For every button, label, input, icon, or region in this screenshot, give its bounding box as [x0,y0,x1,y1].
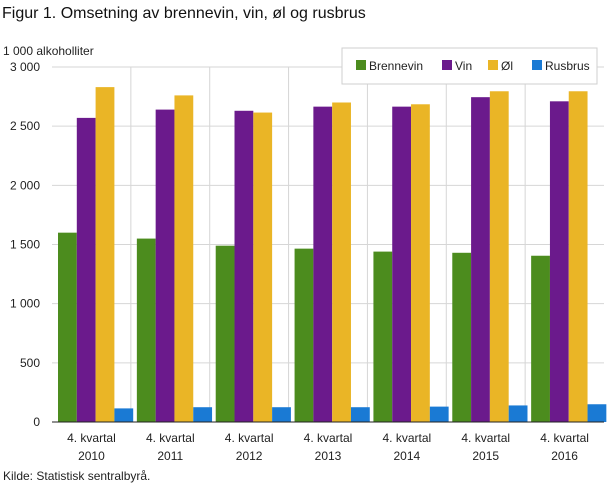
y-tick-label: 2 000 [10,178,40,192]
bar--l [253,112,273,422]
bar-brennevin [373,251,393,422]
x-tick-label: 2010 [78,449,105,463]
bar-brennevin [58,232,77,422]
bar-brennevin [136,238,156,422]
legend-swatch [532,60,542,70]
bar-rusbrus [272,407,291,422]
bar--l [174,95,194,423]
x-tick-label: 2016 [551,449,578,463]
bar-brennevin [531,255,550,422]
source-note: Kilde: Statistisk sentralbyrå. [3,469,151,483]
y-tick-label: 2 500 [10,119,40,133]
bar-vin [549,101,569,423]
bar-vin [313,106,333,423]
x-tick-label: 2011 [157,449,183,463]
bar--l [95,87,115,422]
legend-box [341,47,598,85]
legend-swatch [442,60,452,70]
y-axis-label: 1 000 alkoholliter [3,44,94,58]
x-tick-label: 4. kvartal [146,431,195,445]
legend-label: Brennevin [369,59,423,73]
bar-rusbrus [114,408,134,422]
bar--l [332,102,351,422]
bar-rusbrus [508,405,528,422]
bar-vin [234,110,254,423]
bar-vin [155,109,175,422]
bar-rusbrus [350,407,370,422]
y-tick-label: 500 [20,356,40,370]
x-tick-label: 4. kvartal [461,431,510,445]
x-tick-label: 4. kvartal [67,431,116,445]
y-tick-label: 0 [33,415,40,429]
bar--l [568,91,588,422]
bar-brennevin [294,248,314,422]
bar-brennevin [452,252,472,422]
x-tick-label: 4. kvartal [540,431,589,445]
bar-vin [392,106,412,423]
legend-swatch [488,60,498,70]
bar--l [411,104,430,423]
x-tick-label: 2015 [472,449,499,463]
bar-rusbrus [429,406,449,422]
bar-vin [76,117,96,422]
x-tick-label: 2013 [315,449,342,463]
x-tick-label: 4. kvartal [383,431,432,445]
legend-swatch [356,60,366,70]
bar-rusbrus [587,404,607,422]
legend-label: Øl [501,59,513,73]
y-tick-label: 1 000 [10,297,40,311]
y-tick-label: 1 500 [10,238,40,252]
x-tick-label: 4. kvartal [304,431,353,445]
y-tick-label: 3 000 [10,60,40,74]
legend-label: Vin [455,59,472,73]
x-tick-label: 2012 [236,449,263,463]
bar-brennevin [215,245,235,422]
x-tick-label: 4. kvartal [225,431,274,445]
chart-title: Figur 1. Omsetning av brennevin, vin, øl… [2,5,366,22]
bar-rusbrus [193,407,213,422]
bar-vin [471,97,490,423]
legend-label: Rusbrus [545,59,590,73]
x-tick-label: 2014 [394,449,421,463]
bar--l [489,91,509,422]
